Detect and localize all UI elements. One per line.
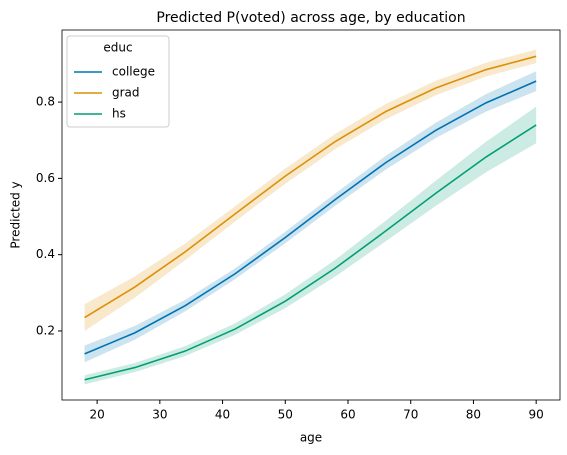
confidence-band — [84, 71, 537, 363]
legend-box — [66, 35, 170, 128]
x-tick-label: 20 — [89, 408, 104, 422]
y-tick-label: 0.2 — [36, 323, 55, 337]
y-axis-label: Predicted y — [9, 181, 23, 248]
x-tick-label: 40 — [215, 408, 230, 422]
line — [84, 80, 537, 355]
x-tick-label: 30 — [152, 408, 167, 422]
legend-label: college — [112, 65, 155, 79]
legend-label: hs — [112, 107, 126, 121]
y-tick-label: 0.8 — [36, 95, 55, 109]
line — [84, 124, 537, 381]
x-tick-label: 80 — [466, 408, 481, 422]
line — [84, 55, 537, 319]
x-tick-label: 60 — [340, 408, 355, 422]
confidence-band — [84, 106, 537, 385]
y-tick-label: 0.4 — [36, 247, 55, 261]
legend-label: grad — [112, 86, 140, 100]
x-tick-label: 50 — [278, 408, 293, 422]
x-tick-label: 70 — [403, 408, 418, 422]
y-tick-label: 0.6 — [36, 171, 55, 185]
x-axis-label: age — [300, 431, 322, 445]
x-tick-label: 90 — [529, 408, 544, 422]
legend-title: educ — [103, 41, 132, 55]
axes-frame — [61, 29, 561, 401]
chart-title: Predicted P(voted) across age, by educat… — [156, 10, 465, 26]
